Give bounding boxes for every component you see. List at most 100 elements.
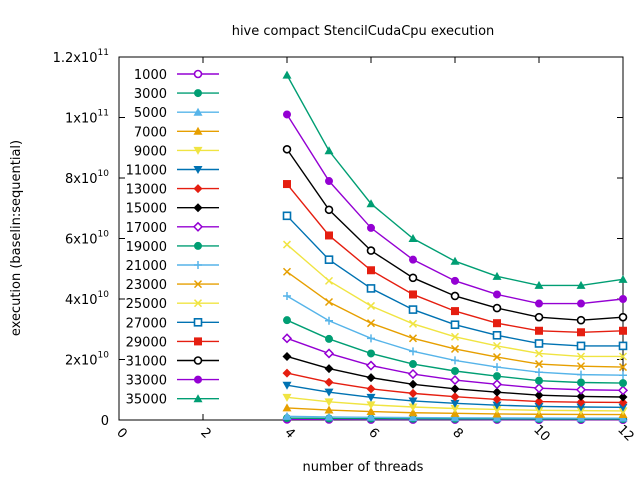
legend-label: 1000 xyxy=(134,68,167,83)
data-point xyxy=(282,368,292,378)
data-point xyxy=(451,356,459,365)
legend-item: 7000 xyxy=(134,125,219,140)
data-point xyxy=(408,319,418,328)
legend-item: 31000 xyxy=(126,355,219,370)
data-point xyxy=(492,341,502,350)
series-21000 xyxy=(283,291,627,380)
data-point xyxy=(324,364,334,374)
legend-label: 11000 xyxy=(126,164,167,179)
data-point xyxy=(408,379,418,389)
data-point xyxy=(408,234,418,242)
data-point xyxy=(534,280,544,289)
legend-item: 23000 xyxy=(126,278,219,293)
data-point xyxy=(534,312,544,322)
data-point xyxy=(366,373,376,383)
legend-marker xyxy=(193,317,203,327)
data-point xyxy=(283,316,291,325)
series-25000 xyxy=(282,240,628,361)
legend-item: 3000 xyxy=(134,87,219,102)
legend-item: 25000 xyxy=(126,297,219,312)
legend-label: 27000 xyxy=(126,316,167,331)
data-point xyxy=(576,397,586,407)
data-point xyxy=(282,144,292,154)
legend-label: 3000 xyxy=(134,87,167,102)
legend-label: 7000 xyxy=(134,125,167,140)
data-point xyxy=(282,381,292,390)
series-layer xyxy=(281,70,629,424)
series-35000 xyxy=(282,70,628,289)
data-point xyxy=(450,384,460,394)
data-point xyxy=(493,363,501,372)
data-point xyxy=(367,349,375,358)
data-point xyxy=(325,334,333,343)
data-point xyxy=(366,319,376,328)
legend-marker xyxy=(193,126,203,135)
data-point xyxy=(492,353,502,362)
legend-marker xyxy=(192,221,204,232)
data-point xyxy=(324,398,334,407)
data-point xyxy=(492,387,502,397)
data-point xyxy=(534,397,544,407)
legend-item: 11000 xyxy=(126,164,219,179)
data-point xyxy=(324,146,334,155)
data-point xyxy=(617,385,629,396)
data-point xyxy=(324,405,334,414)
data-point xyxy=(408,403,418,412)
legend-marker xyxy=(194,241,202,250)
data-point xyxy=(323,348,335,359)
data-point xyxy=(618,341,628,351)
y-tick-label: 1.2x1011 xyxy=(53,48,109,66)
data-point xyxy=(576,280,586,289)
data-point xyxy=(491,379,503,390)
data-point xyxy=(324,377,334,387)
legend-label: 19000 xyxy=(126,240,167,255)
legend-item: 35000 xyxy=(126,393,219,408)
data-point xyxy=(450,332,460,341)
data-point xyxy=(408,408,418,417)
data-point xyxy=(282,403,292,412)
series-27000 xyxy=(282,211,628,351)
data-point xyxy=(618,312,628,322)
data-point xyxy=(535,376,543,385)
data-point xyxy=(492,405,502,414)
data-point xyxy=(365,360,377,371)
data-point xyxy=(409,347,417,356)
data-point xyxy=(492,303,502,313)
data-point xyxy=(576,403,586,412)
data-point xyxy=(618,352,628,361)
legend-label: 31000 xyxy=(126,355,167,370)
data-point xyxy=(324,388,334,397)
y-axis-ticks: 0 2x1010 4x1010 6x1010 8x1010 1x1011 1.2x1011 xyxy=(53,48,623,429)
legend-item: 1000 xyxy=(134,68,219,83)
data-point xyxy=(281,333,293,344)
data-point xyxy=(492,401,502,410)
legend-item: 9000 xyxy=(134,144,219,159)
legend-item: 19000 xyxy=(126,240,219,255)
data-point xyxy=(409,290,417,299)
data-point xyxy=(493,372,501,381)
data-point xyxy=(408,388,418,398)
data-point xyxy=(324,276,334,285)
data-point xyxy=(618,392,628,402)
data-point xyxy=(408,397,418,406)
data-point xyxy=(534,402,544,411)
data-point xyxy=(535,299,543,308)
data-point xyxy=(283,291,291,300)
data-point xyxy=(534,390,544,400)
data-point xyxy=(619,371,627,380)
legend-marker xyxy=(194,89,202,98)
data-point xyxy=(409,255,417,264)
data-point xyxy=(282,393,292,402)
data-point xyxy=(576,341,586,351)
legend-item: 29000 xyxy=(126,335,219,350)
data-point xyxy=(450,399,460,408)
legend-marker xyxy=(193,394,203,403)
data-point xyxy=(493,319,501,328)
data-point xyxy=(408,334,418,343)
data-point xyxy=(619,379,627,388)
legend-label: 15000 xyxy=(126,202,167,217)
data-point xyxy=(451,366,459,375)
legend-marker xyxy=(193,146,203,155)
data-point xyxy=(492,271,502,280)
data-point xyxy=(407,368,419,380)
